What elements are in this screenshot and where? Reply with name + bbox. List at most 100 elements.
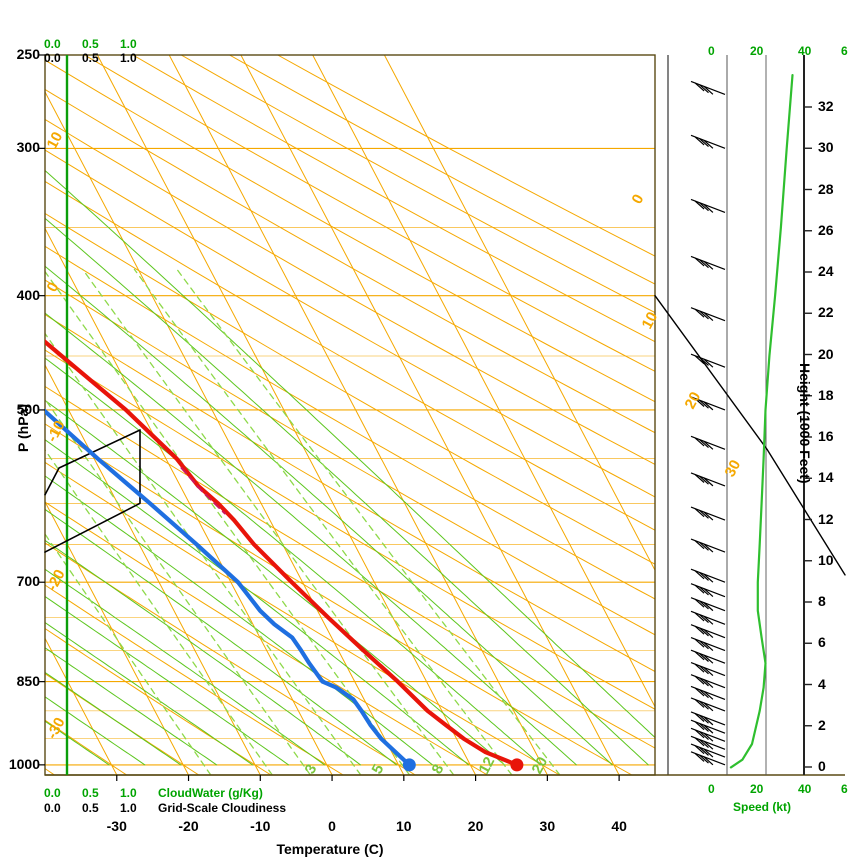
speed-tick-bot-1: 20 <box>750 782 764 796</box>
wind-barb-feather <box>703 440 714 450</box>
wind-barb-feather <box>703 756 714 766</box>
wind-barb-feather <box>699 677 709 687</box>
wind-barb-feather <box>703 203 714 213</box>
temperature-tick-label-0: 0 <box>328 818 336 834</box>
height-tick-label-16: 16 <box>818 428 834 444</box>
height-tick-label-0: 0 <box>818 758 826 774</box>
wind-barb-feather <box>703 740 714 750</box>
wind-barb-shaft <box>690 735 726 750</box>
wind-barb-feather <box>699 439 709 449</box>
wind-barb-feather <box>699 665 709 675</box>
height-tick-label-20: 20 <box>818 345 834 362</box>
wind-barb-feather <box>703 679 714 689</box>
wind-barb-feather <box>694 721 705 731</box>
wind-barb-shaft <box>690 662 726 677</box>
wind-barb-feather <box>699 138 709 148</box>
height-tick-label-18: 18 <box>818 386 834 403</box>
wind-barb-feather <box>694 257 705 267</box>
wind-barb-feather <box>703 716 714 726</box>
pressure-tick-label-700: 700 <box>16 573 40 590</box>
wind-barb-feather <box>699 586 709 596</box>
wind-barb-feather <box>699 84 709 94</box>
panel-border <box>44 54 845 776</box>
wind-barbs <box>690 80 726 766</box>
sounding-curves <box>45 339 519 767</box>
wind-barb-feather <box>694 540 705 550</box>
speed-tick-bot-3: 6 <box>841 782 848 796</box>
cloudiness-tick-top-0: 0.0 <box>44 51 61 65</box>
wind-barb-feather <box>703 477 714 487</box>
dry-adiabat-label-10: 10 <box>44 129 67 152</box>
speed-tick-top-3: 6 <box>841 44 848 58</box>
height-profile-line <box>729 74 794 769</box>
wind-barb-shaft <box>690 610 726 625</box>
temperature-axis-label: Temperature (C) <box>276 841 384 857</box>
wind-barb-feather <box>699 572 709 581</box>
wind-barb-feather <box>694 651 705 661</box>
temperature-profile-line <box>45 339 519 767</box>
cloudwater-axis-label: CloudWater (g/Kg) <box>158 786 263 800</box>
cloudwater-tick-top-1: 0.5 <box>82 37 99 51</box>
wind-barb-feather <box>694 437 705 447</box>
wind-barb-shaft <box>690 396 726 411</box>
wind-barb-feather <box>703 543 714 553</box>
dewpoint-profile-line <box>45 408 412 767</box>
wind-barb-feather <box>699 653 709 662</box>
temperature-tick-label-20: 20 <box>467 818 484 834</box>
wind-barb-feather <box>694 584 705 594</box>
wind-barb-feather <box>694 474 705 483</box>
height-profile-curve <box>729 74 794 769</box>
wind-barb-shaft <box>690 685 726 700</box>
wind-barb-feather <box>694 675 705 685</box>
wind-barb-feather <box>703 748 714 758</box>
mixing-ratio-lines <box>45 268 561 775</box>
temperature-tick-label-10: 10 <box>396 818 412 834</box>
wind-barb-shaft <box>690 597 726 612</box>
cloudiness-tick-bot-1: 0.5 <box>82 801 99 815</box>
wind-barb-feather <box>703 312 714 322</box>
wind-barb-feather <box>699 700 709 710</box>
wind-barb-feather <box>699 259 709 269</box>
height-tick-label-22: 22 <box>818 304 834 321</box>
speed-tick-top-2: 40 <box>798 44 812 58</box>
dry-adiabat-label-right-30: 30 <box>722 457 745 480</box>
wind-barb-shaft <box>690 624 726 639</box>
height-axis-label: Height (1000 Feet) <box>797 363 813 484</box>
wind-barb-feather <box>699 399 709 409</box>
wind-barb-feather <box>703 85 714 95</box>
wind-barb-feather <box>694 737 705 747</box>
wind-barb-feather <box>694 745 705 755</box>
pressure-axis-label: P (hPa) <box>15 404 31 452</box>
temperature-tick-label-40: 40 <box>611 818 627 834</box>
pressure-tick-label-500: 500 <box>16 400 40 417</box>
wind-barb-feather <box>699 754 709 764</box>
wind-barb-feather <box>703 629 714 639</box>
moist-adiabat-lines <box>45 169 655 766</box>
wind-barb-feather <box>694 699 705 708</box>
dry-adiabat-label-right-20: 20 <box>682 389 705 412</box>
wind-barb-feather <box>699 357 709 366</box>
wind-barb-feather <box>699 475 709 485</box>
wind-barb-shaft <box>690 583 726 598</box>
temperature-tick-label--30: -30 <box>106 818 127 834</box>
temperature-tick-label--20: -20 <box>178 818 199 834</box>
wind-barb-feather <box>703 690 714 700</box>
wind-barb-feather <box>694 82 705 92</box>
wind-barb-feather <box>694 713 705 722</box>
speed-tick-bot-0: 0 <box>708 782 715 796</box>
wind-barb-feather <box>703 511 714 521</box>
wind-barb-feather <box>694 308 705 318</box>
wind-barb-feather <box>699 746 709 756</box>
wind-barb-shaft <box>690 506 726 521</box>
height-tick-label-10: 10 <box>818 551 834 568</box>
height-tick-label-2: 2 <box>818 716 826 733</box>
wind-barb-shaft <box>690 435 726 450</box>
temperature-tick-label-30: 30 <box>539 818 556 834</box>
wind-barb-feather <box>694 612 705 622</box>
wind-barb-feather <box>699 614 709 624</box>
wind-barb-feather <box>703 573 714 583</box>
wind-barb-feather <box>699 640 709 650</box>
wind-barb-feather <box>703 642 714 651</box>
